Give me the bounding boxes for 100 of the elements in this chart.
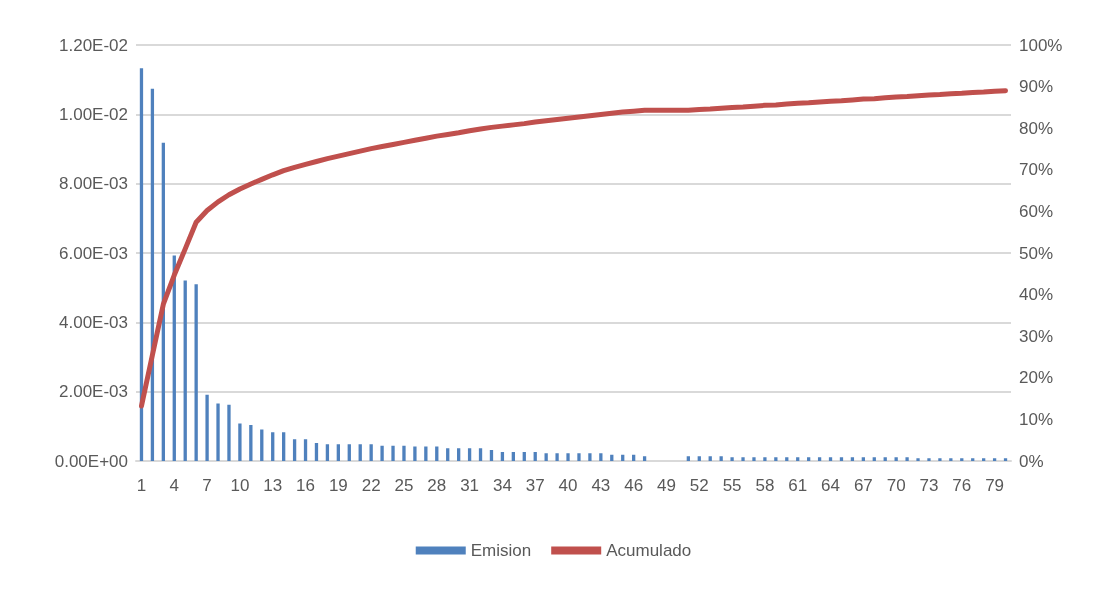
x-tick-label: 34 [492, 476, 512, 495]
bar [271, 432, 275, 461]
x-tick-label: 7 [202, 476, 212, 495]
bar [282, 432, 286, 461]
bar [828, 457, 833, 461]
x-tick-label: 73 [919, 476, 939, 495]
bar [686, 456, 690, 461]
bar [916, 458, 920, 461]
bar [325, 444, 330, 461]
x-tick-label: 55 [722, 476, 742, 495]
bar [533, 451, 537, 461]
bar [1003, 458, 1008, 461]
y2-tick-label: 100% [1019, 35, 1063, 55]
bar [971, 458, 975, 461]
bar [544, 453, 548, 461]
y-tick-label: 8.00E-03 [59, 174, 128, 194]
bar [467, 448, 472, 461]
x-tick-label: 43 [591, 476, 611, 495]
bar [785, 457, 789, 461]
bar [839, 457, 844, 461]
bar [457, 448, 461, 461]
y-tick-label: 2.00E-03 [59, 382, 128, 402]
bar [336, 444, 340, 461]
y2-tick-label: 10% [1019, 409, 1054, 429]
x-tick-label: 40 [558, 476, 578, 495]
bar [413, 446, 417, 461]
y2-tick-label: 40% [1019, 285, 1054, 305]
x-tick-label: 79 [985, 476, 1005, 495]
y-tick-label: 1.20E-02 [59, 35, 128, 55]
x-tick-label: 49 [657, 476, 676, 495]
bar [446, 448, 450, 461]
x-tick-label: 25 [394, 476, 414, 495]
bar [850, 457, 855, 461]
bar [763, 457, 767, 461]
bar [642, 456, 647, 461]
bar [238, 423, 242, 461]
bar [992, 458, 997, 461]
bar [949, 458, 953, 461]
bar [391, 445, 395, 461]
y2-tick-label: 90% [1019, 77, 1054, 97]
bar [522, 451, 526, 461]
x-tick-label: 70 [886, 476, 906, 495]
legend-label: Acumulado [606, 541, 692, 560]
y2-tick-label: 50% [1019, 243, 1054, 263]
bar [511, 451, 515, 461]
bar [260, 429, 264, 461]
y2-tick-label: 20% [1019, 368, 1054, 388]
bar [632, 454, 636, 461]
bar [555, 453, 559, 461]
bar [402, 445, 406, 461]
bar [194, 284, 198, 461]
bar [861, 457, 865, 461]
x-tick-label: 1 [136, 476, 147, 495]
y-tick-label: 1.00E-02 [59, 104, 128, 124]
bar [369, 444, 373, 461]
x-tick-label: 16 [296, 476, 315, 495]
bar [489, 449, 494, 461]
bar [183, 280, 187, 461]
x-tick-label: 31 [460, 476, 480, 495]
bar [927, 458, 931, 461]
x-tick-label: 67 [853, 476, 873, 495]
bar [249, 424, 253, 461]
bar [774, 457, 778, 461]
bar [599, 453, 603, 461]
bar [960, 458, 964, 461]
y-tick-label: 6.00E-03 [59, 243, 128, 263]
x-tick-label: 22 [361, 476, 381, 495]
y2-tick-label: 60% [1019, 201, 1054, 221]
bar [807, 457, 811, 461]
bar [314, 442, 319, 461]
bar [205, 394, 209, 461]
bar [424, 446, 428, 461]
bar [347, 444, 351, 461]
bar [708, 456, 712, 461]
bar [982, 458, 986, 461]
bar [872, 457, 876, 461]
bar [610, 454, 614, 461]
bar [380, 445, 384, 461]
bar [817, 457, 822, 461]
x-tick-label: 19 [328, 476, 348, 495]
bar [227, 404, 231, 461]
bar [730, 457, 734, 461]
bar [566, 453, 570, 461]
bar [500, 451, 505, 461]
bar [292, 439, 297, 461]
bar [741, 457, 745, 461]
y2-tick-label: 80% [1019, 118, 1054, 138]
bar [216, 403, 220, 461]
bar [577, 453, 581, 461]
bar [358, 444, 362, 461]
bar [588, 453, 592, 461]
y2-tick-label: 70% [1019, 160, 1054, 180]
bar [621, 454, 625, 461]
x-tick-label: 64 [821, 476, 840, 495]
x-tick-label: 10 [230, 476, 250, 495]
y-tick-label: 0.00E+00 [54, 451, 128, 471]
bar [796, 457, 800, 461]
y2-tick-label: 0% [1019, 451, 1044, 471]
x-tick-label: 46 [624, 476, 644, 495]
bar [435, 446, 439, 461]
